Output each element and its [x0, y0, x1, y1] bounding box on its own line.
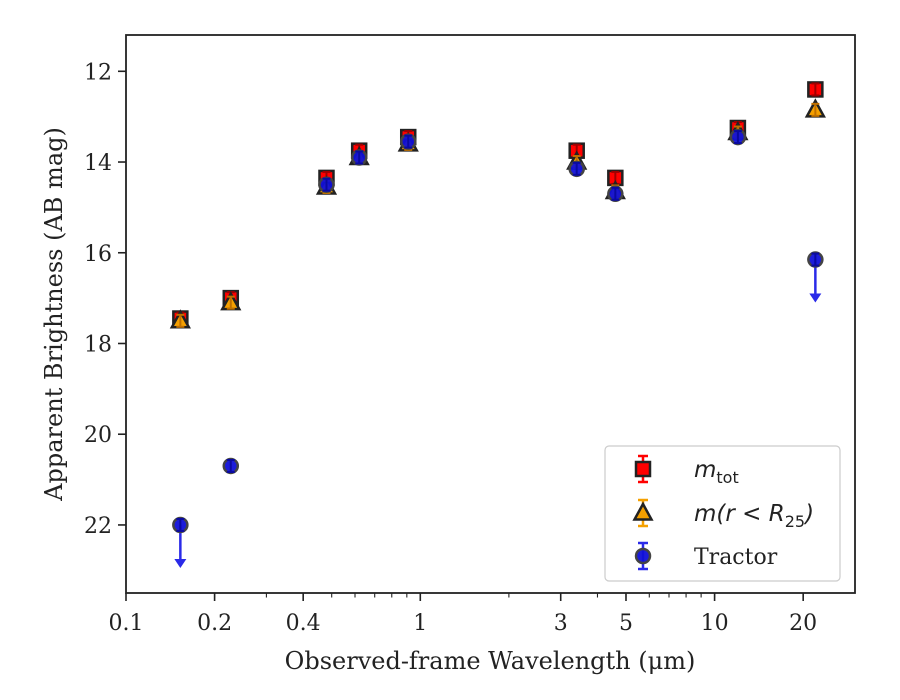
- legend-box: [604, 445, 841, 582]
- error-bar-2-1: [226, 458, 235, 473]
- error-bar-2-0: [176, 517, 185, 532]
- y-tick-label-4: 20: [84, 423, 112, 448]
- data-marks: [169, 81, 826, 568]
- legend-marker-0: [634, 460, 652, 478]
- x-tick-label-2: 0.4: [286, 611, 321, 636]
- legend-label-2: Tractor: [694, 545, 778, 570]
- x-tick-label-0: 0.1: [109, 611, 144, 636]
- error-bar-0-8: [811, 82, 820, 97]
- error-bar-2-4: [404, 134, 413, 149]
- x-tick-label-1: 0.2: [197, 611, 232, 636]
- error-bar-2-5: [572, 161, 581, 176]
- x-tick-label-6: 10: [701, 611, 729, 636]
- x-tick-label-7: 20: [789, 611, 817, 636]
- x-axis-title: Observed-frame Wavelength (μm): [285, 647, 696, 675]
- legend-marker-1: [632, 501, 654, 521]
- error-bar-2-3: [355, 150, 364, 165]
- legend-label-1: m(r < R25): [694, 501, 814, 531]
- legend-item-2: Tractor: [634, 541, 778, 571]
- legend-marker-2: [634, 547, 652, 565]
- y-axis-title: Apparent Brightness (AB mag): [40, 127, 68, 502]
- y-tick-label-1: 14: [84, 151, 112, 176]
- x-axis: 0.1 0.2 0.4 1 3 5 10 20: [109, 593, 817, 636]
- y-tick-label-0: 12: [84, 60, 112, 85]
- x-tick-label-3: 1: [413, 611, 427, 636]
- x-tick-label-5: 5: [619, 611, 633, 636]
- legend-label-0: mtot: [694, 457, 739, 487]
- y-tick-label-3: 18: [84, 332, 112, 357]
- legend-item-0: mtot: [634, 454, 739, 487]
- error-bar-2-6: [611, 186, 620, 201]
- error-bar-2-2: [322, 177, 331, 192]
- y-tick-label-5: 22: [84, 514, 112, 539]
- error-bar-2-8: [811, 252, 820, 267]
- legend-item-1: m(r < R25): [632, 498, 814, 531]
- error-bar-1-0: [176, 313, 185, 328]
- y-tick-label-2: 16: [84, 242, 112, 267]
- x-tick-label-4: 3: [554, 611, 568, 636]
- y-axis: 12 14 16 18 20 22: [84, 60, 126, 539]
- series-2: [172, 128, 824, 568]
- error-bar-1-8: [811, 102, 820, 117]
- legend: mtot m(r < R25) Tractor: [604, 445, 841, 582]
- error-bar-1-1: [226, 295, 235, 310]
- error-bar-2-7: [733, 130, 742, 145]
